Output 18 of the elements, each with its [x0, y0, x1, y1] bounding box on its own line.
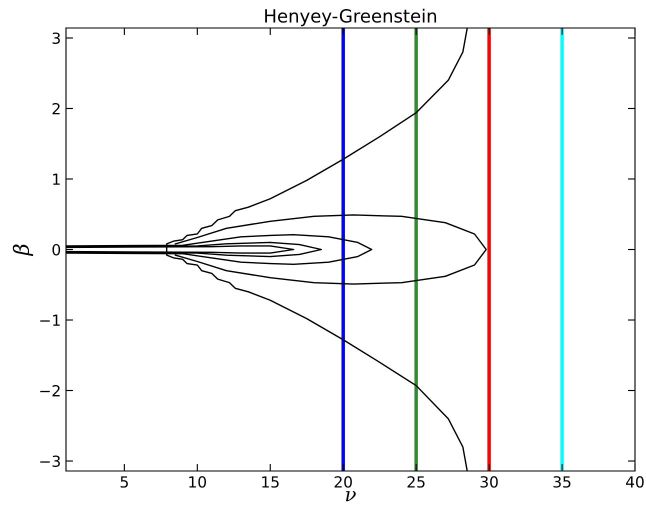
chart-title: Henyey-Greenstein	[265, 8, 436, 26]
y-tick-label: 1	[53, 174, 60, 185]
y-tick-label: 0	[52, 244, 60, 256]
x-tick-label: 40	[626, 476, 644, 488]
x-tick-label: 30	[480, 476, 498, 488]
y-tick-label: 2	[52, 102, 60, 114]
x-tick-label: 15	[262, 476, 279, 488]
x-tick-label: 20	[334, 476, 352, 488]
y-tick-label: −3	[40, 455, 60, 468]
y-tick-label: 3	[52, 32, 60, 44]
y-axis-title: β	[12, 244, 34, 256]
x-tick-label: 35	[553, 476, 570, 488]
x-axis-title: ν	[346, 491, 356, 502]
x-tick-label: 25	[408, 476, 425, 488]
y-tick-label: −1	[40, 314, 60, 326]
y-tick-label: −2	[40, 384, 60, 396]
x-tick-label: 10	[189, 476, 206, 488]
x-tick-label: 5	[120, 476, 128, 488]
